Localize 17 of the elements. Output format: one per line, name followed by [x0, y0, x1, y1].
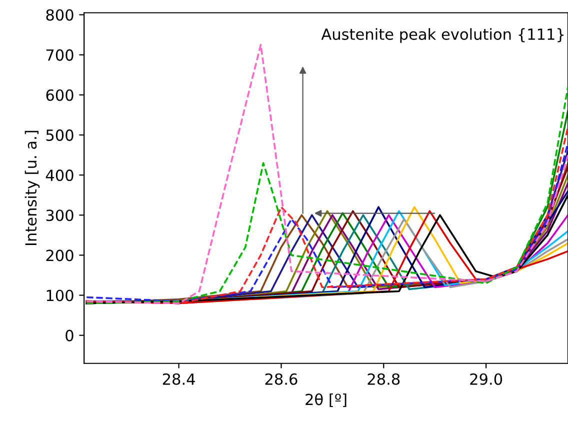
y-axis-title: Intensity [u. a.]	[24, 130, 40, 246]
y-tick-label: 0	[66, 330, 74, 342]
y-tick-label: 400	[46, 170, 74, 182]
x-tick-label: 28.6	[265, 373, 298, 385]
line-series	[86, 44, 568, 304]
x-axis-title: 2θ [º]	[306, 393, 346, 408]
y-tick-label: 200	[46, 250, 74, 262]
y-tick-label: 800	[46, 9, 74, 21]
x-tick-label: 28.8	[368, 373, 400, 385]
x-tick-label: 28.4	[162, 373, 195, 385]
y-tick-label: 100	[46, 290, 74, 302]
y-tick-label: 500	[46, 129, 74, 141]
y-tick-label: 700	[46, 49, 74, 61]
annotation: Austenite peak evolution {111}	[321, 28, 564, 43]
y-tick-label: 300	[46, 210, 74, 222]
y-tick-label: 600	[46, 89, 74, 101]
x-tick-label: 29.0	[470, 373, 502, 385]
